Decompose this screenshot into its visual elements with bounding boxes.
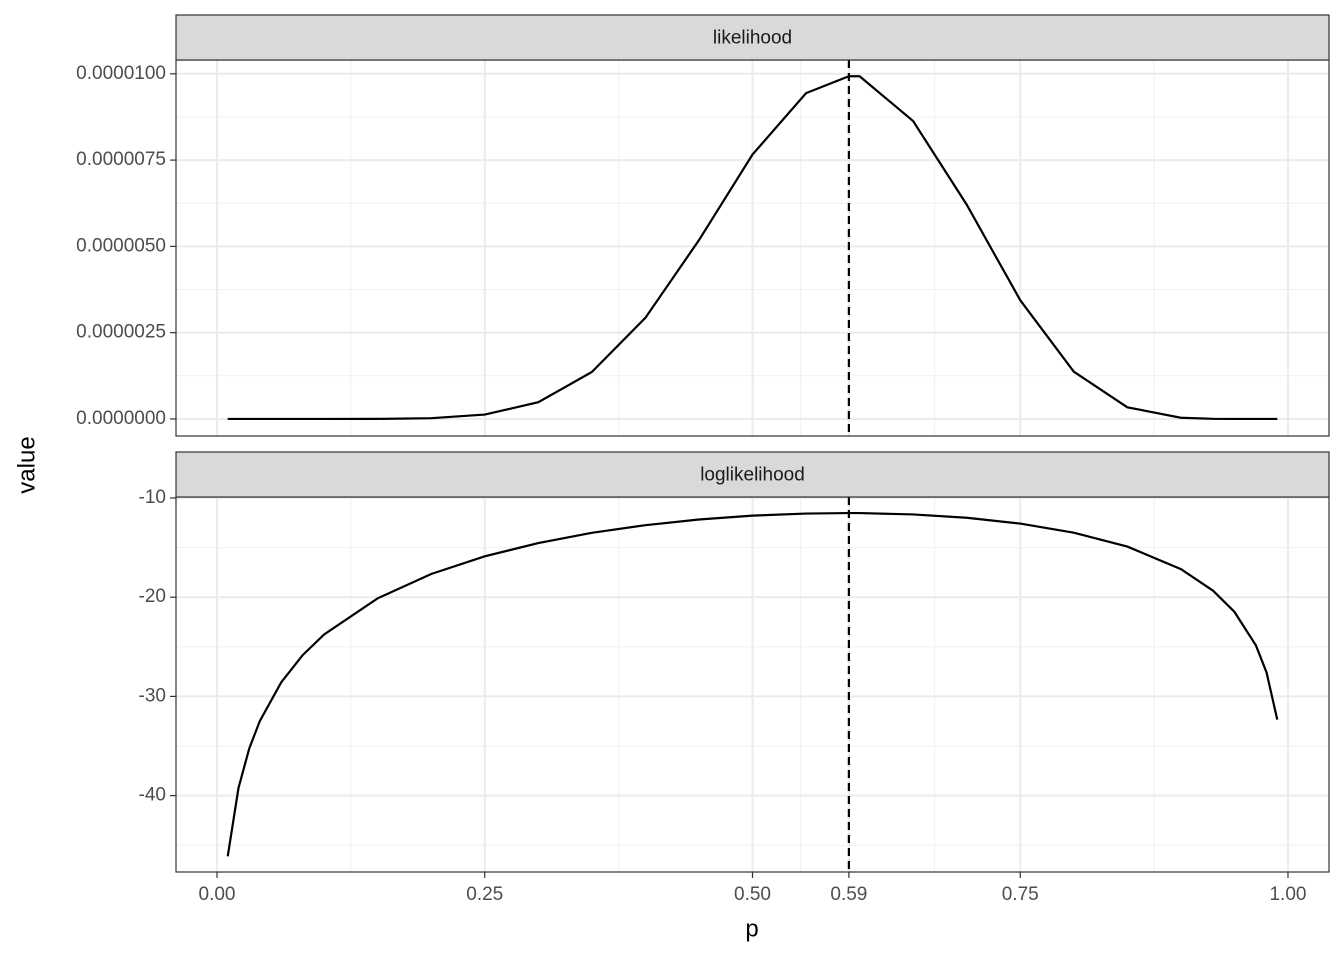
- strip: [175, 451, 1330, 498]
- x-tick-label: 0.50: [734, 884, 771, 905]
- y-tick-label: 0.0000050: [76, 235, 166, 256]
- y-tick-label: 0.0000000: [76, 408, 166, 429]
- x-tick-label: 0.00: [199, 884, 236, 905]
- strip: [175, 14, 1330, 61]
- x-tick-label: 0.25: [466, 884, 503, 905]
- x-tick-label: 0.75: [1002, 884, 1039, 905]
- y-tick-label: -30: [139, 685, 166, 706]
- x-tick-label: 0.59: [830, 884, 867, 905]
- x-tick-label: 1.00: [1269, 884, 1306, 905]
- y-tick-label: 0.0000075: [76, 149, 166, 170]
- y-tick-label: 0.0000100: [76, 63, 166, 84]
- y-tick-label: -20: [139, 586, 166, 607]
- y-tick-label: 0.0000025: [76, 322, 166, 343]
- y-tick-label: -40: [139, 785, 166, 806]
- strip-label: likelihood: [713, 28, 792, 49]
- line: [226, 511, 1279, 857]
- y-tick-label: -10: [139, 487, 166, 508]
- strip-label: loglikelihood: [700, 465, 805, 486]
- x-axis-title: p: [745, 915, 758, 942]
- y-axis-title: value: [13, 436, 40, 493]
- line: [227, 75, 1278, 421]
